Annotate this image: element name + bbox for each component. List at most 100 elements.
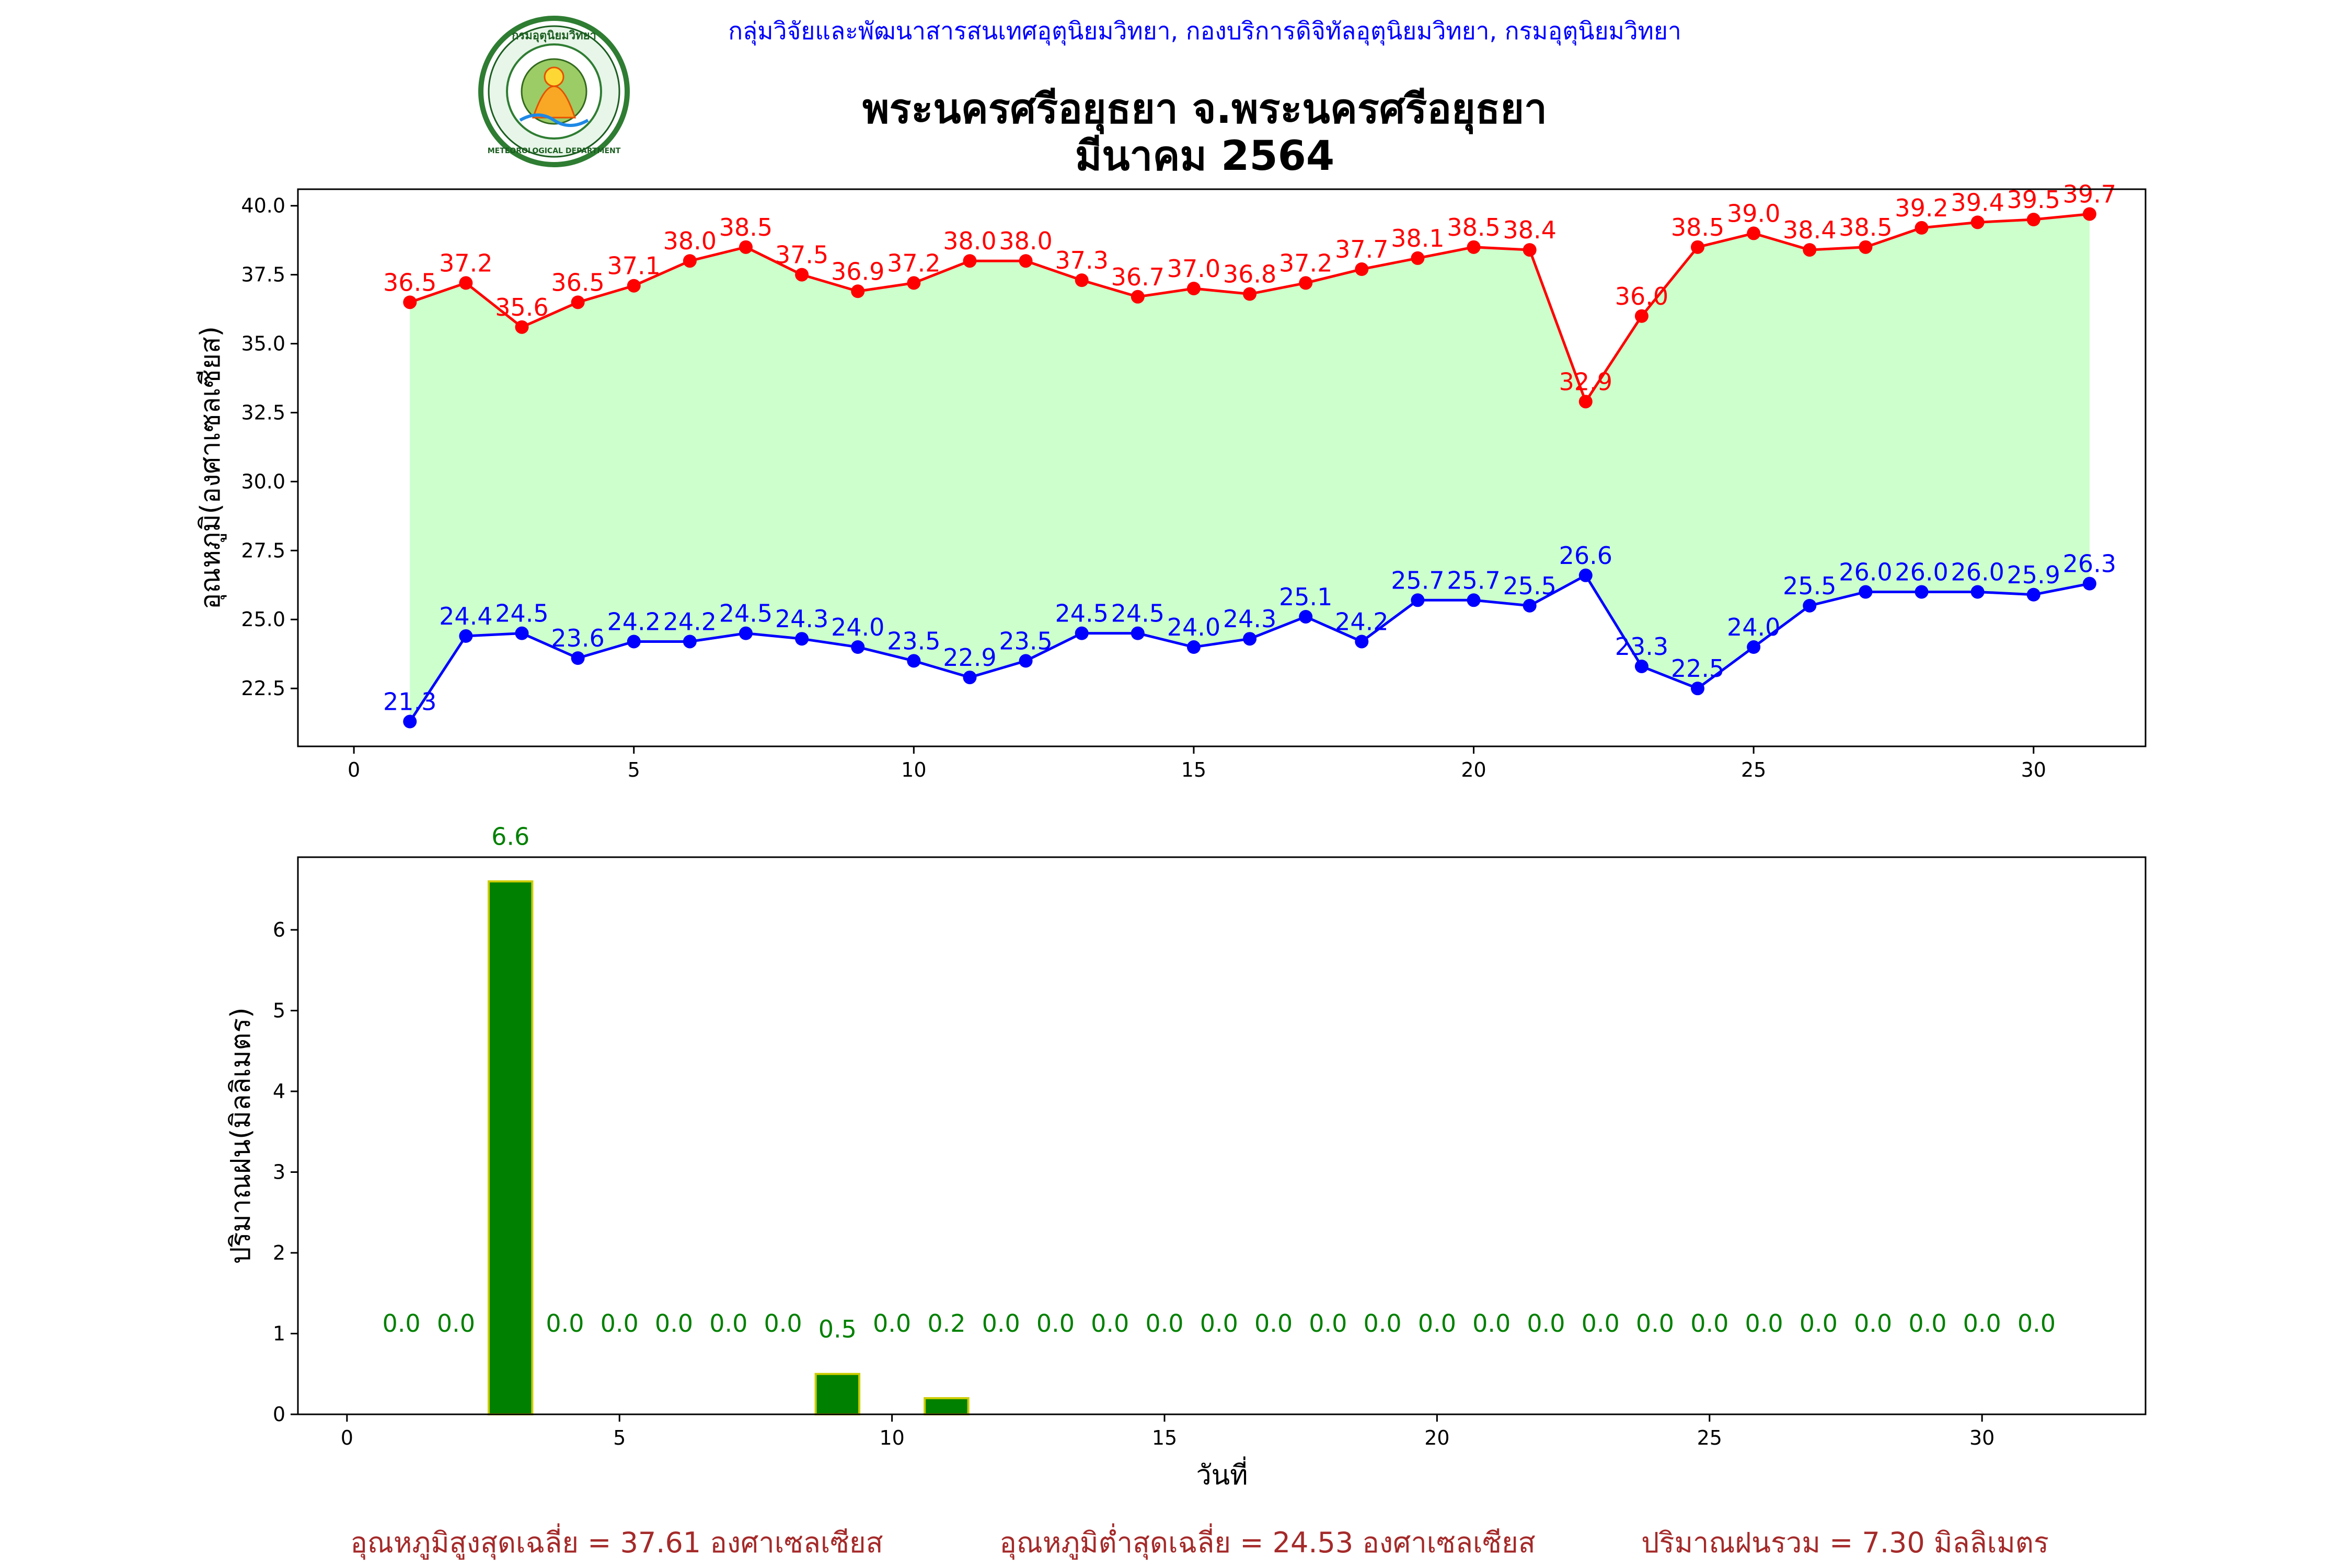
rainfall-value-labels: 0.0 0.0 6.6 0.0 0.0 0.0 0.0 0.0 0.5 0.0 0.2 0.0 0.0 0… — [383, 822, 2056, 1343]
min-temperature-point — [683, 635, 697, 649]
min-temperature-point — [1915, 585, 1929, 599]
max-temperature-point — [795, 268, 809, 282]
min-temperature-point — [571, 651, 585, 665]
rainfall-value-label: 0.0 — [764, 1309, 802, 1338]
rainfall-value-label: 6.6 — [491, 822, 529, 850]
min-temperature-label: 24.2 — [607, 607, 661, 636]
max-temperature-point — [1411, 251, 1425, 265]
max-temperature-point — [1523, 243, 1537, 257]
chart-title-month: มีนาคม 2564 — [1075, 133, 1334, 180]
min-temperature-point — [795, 632, 809, 646]
rainfall-value-label: 0.0 — [982, 1309, 1020, 1338]
rainfall-value-label: 0.0 — [546, 1309, 584, 1338]
rainfall-x-tick-label: 15 — [1152, 1426, 1177, 1449]
max-temperature-label: 36.7 — [1111, 263, 1165, 291]
meteorological-department-logo: กรมอุตุนิยมวิทยา METEOROLOGICAL DEPARTME… — [478, 16, 630, 167]
min-temperature-label: 26.6 — [1559, 541, 1612, 570]
max-temperature-point — [459, 276, 473, 290]
rainfall-y-axis-label: ปริมาณฝน(มิลลิเมตร) — [225, 1007, 257, 1264]
max-temperature-point — [1131, 290, 1145, 304]
max-temperature-label: 39.4 — [1951, 188, 2004, 216]
max-temperature-label: 36.9 — [831, 257, 884, 285]
rainfall-value-label: 0.0 — [1254, 1309, 1293, 1338]
max-temperature-point — [2026, 213, 2040, 227]
rainfall-value-label: 0.0 — [1200, 1309, 1238, 1338]
min-temperature-label: 26.3 — [2063, 550, 2116, 578]
rainfall-chart: 0.0 0.0 6.6 0.0 0.0 0.0 0.0 0.0 0.5 0.0 0.2 0.0 0.0 0… — [225, 822, 2147, 1491]
min-temperature-point — [1355, 635, 1369, 649]
max-temperature-label: 36.5 — [551, 268, 604, 296]
temperature-y-tick-label: 32.5 — [241, 401, 285, 424]
max-temperature-point — [1578, 395, 1593, 409]
min-temperature-point — [963, 671, 977, 685]
max-temperature-point — [963, 254, 977, 268]
max-temperature-label: 38.5 — [1839, 213, 1892, 241]
max-temperature-label: 39.7 — [2063, 180, 2116, 208]
max-temperature-label: 38.0 — [999, 227, 1052, 255]
max-temperature-point — [1243, 287, 1257, 301]
rainfall-value-label: 0.0 — [601, 1309, 639, 1338]
rainfall-x-tick-label: 25 — [1697, 1426, 1722, 1449]
max-temperature-label: 38.5 — [719, 213, 773, 241]
rainfall-value-label: 0.5 — [818, 1315, 857, 1343]
max-temperature-label: 39.2 — [1895, 194, 1948, 222]
min-temperature-label: 24.2 — [1335, 607, 1388, 636]
temperature-y-tick-label: 37.5 — [241, 263, 285, 286]
min-temperature-point — [1523, 598, 1537, 613]
max-temperature-point — [571, 295, 585, 309]
max-temperature-label: 38.0 — [943, 227, 996, 255]
max-temperature-point — [1970, 215, 1985, 229]
min-temperature-point — [1411, 593, 1425, 607]
max-temperature-label: 38.5 — [1671, 213, 1724, 241]
min-temperature-label: 24.5 — [1111, 599, 1165, 628]
max-temperature-label: 38.4 — [1783, 216, 1836, 244]
rainfall-value-label: 0.0 — [383, 1309, 421, 1338]
max-temperature-label: 36.5 — [383, 268, 436, 296]
min-temperature-label: 23.6 — [551, 624, 604, 652]
temperature-chart: 36.537.235.636.537.138.0 38.537.536.9 37.2… — [195, 180, 2147, 781]
rainfall-y-tick-label: 6 — [273, 918, 285, 941]
min-temperature-point — [1634, 659, 1648, 673]
min-temperature-label: 25.7 — [1447, 566, 1500, 594]
temperature-y-tick-label: 40.0 — [241, 194, 285, 217]
min-temperature-points — [403, 568, 2096, 729]
max-temperature-point — [851, 284, 865, 298]
rainfall-y-tick-label: 3 — [273, 1161, 285, 1184]
min-temperature-point — [1186, 640, 1201, 654]
max-temperature-label: 38.5 — [1447, 213, 1500, 241]
max-temperature-point — [907, 276, 921, 290]
max-temperature-point — [1803, 243, 1817, 257]
max-temperature-label: 35.6 — [495, 293, 548, 321]
min-temperature-point — [459, 629, 473, 643]
temperature-x-axis: 0 5 10 15 20 25 30 — [348, 746, 2046, 781]
min-temperature-point — [2026, 587, 2040, 602]
rainfall-value-label: 0.0 — [1745, 1309, 1783, 1338]
rainfall-x-tick-label: 0 — [341, 1426, 353, 1449]
max-temperature-point — [1691, 240, 1705, 254]
min-temperature-point — [1075, 626, 1089, 640]
min-temperature-point — [739, 626, 753, 640]
rainfall-value-label: 0.0 — [1582, 1309, 1620, 1338]
min-temperature-label: 23.5 — [887, 627, 940, 655]
min-temperature-label: 25.7 — [1391, 566, 1444, 594]
summary-avg-max: อุณหภูมิสูงสุดเฉลี่ย = 37.61 องศาเซลเซีย… — [350, 1523, 883, 1560]
min-temperature-point — [1467, 593, 1481, 607]
max-temperature-label: 38.1 — [1391, 224, 1444, 252]
max-temperature-label: 38.0 — [663, 227, 717, 255]
temperature-x-tick-label: 10 — [901, 758, 926, 781]
max-temperature-label: 36.8 — [1223, 260, 1276, 289]
min-temperature-point — [1803, 598, 1817, 613]
summary-total-rain: ปริมาณฝนรวม = 7.30 มิลลิเมตร — [1641, 1526, 2049, 1559]
max-temperature-point — [1634, 309, 1648, 323]
min-temperature-label: 21.3 — [383, 688, 436, 716]
min-temperature-point — [1243, 632, 1257, 646]
min-temperature-label: 24.5 — [495, 599, 548, 628]
rainfall-x-tick-label: 10 — [879, 1426, 904, 1449]
max-temperature-point — [1355, 262, 1369, 276]
max-temperature-label: 37.5 — [775, 241, 828, 269]
max-temperature-label: 37.2 — [1279, 249, 1332, 277]
rainfall-x-tick-label: 30 — [1969, 1426, 1994, 1449]
rainfall-y-axis: 0 1 2 3 4 5 6 — [273, 918, 298, 1426]
min-temperature-label: 22.9 — [943, 643, 996, 672]
min-temperature-label: 24.5 — [1055, 599, 1108, 628]
